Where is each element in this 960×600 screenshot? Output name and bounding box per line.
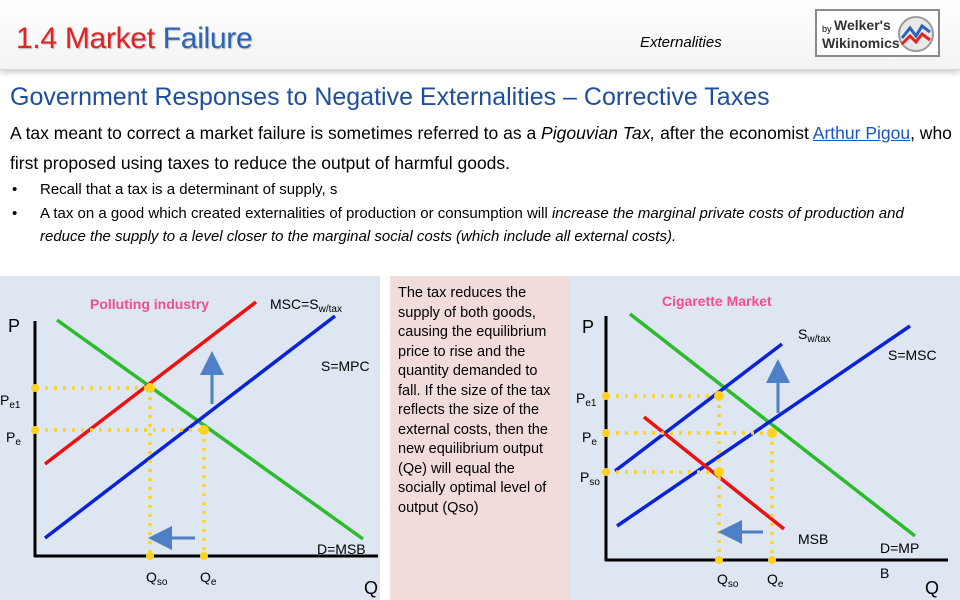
left-qe-sub: e	[211, 577, 217, 588]
left-equilibrium-tax	[145, 383, 155, 393]
right-graph-panel	[570, 276, 960, 600]
left-pe1-sub: e1	[9, 400, 21, 411]
right-pe1-sub: e1	[585, 398, 597, 409]
left-smpc-label: S=MPC	[321, 358, 370, 374]
right-sw-text: S	[798, 326, 807, 342]
left-qso-point	[146, 552, 154, 560]
right-pe-label: Pe	[582, 429, 597, 448]
right-d-label: D=MP B	[880, 540, 919, 581]
left-x-axis-label: Q	[364, 578, 378, 598]
cigarette-market-graph: Cigarette Market P Q Sw/tax S=MSC MSB D=…	[576, 293, 948, 598]
right-d-line1: D=MP	[880, 540, 919, 556]
left-equilibrium-original	[199, 425, 209, 435]
right-qe-sub: e	[778, 579, 784, 590]
right-supply-tax-curve	[613, 342, 784, 473]
right-qe-point	[768, 556, 776, 564]
slide-header: 1.4 Market Failure Externalities by Welk…	[0, 0, 960, 70]
right-pso-point	[602, 468, 610, 476]
right-qso-sub: so	[728, 579, 739, 590]
right-pe-sub: e	[591, 437, 597, 448]
right-d-line2: B	[880, 565, 889, 581]
left-d-label: D=MSB	[317, 541, 366, 557]
right-qso-label: Qso	[717, 571, 739, 590]
right-supply-msc-curve	[616, 324, 911, 528]
intro-text1: A tax meant to correct a market failure …	[10, 123, 542, 143]
intro-paragraph: A tax meant to correct a market failure …	[10, 118, 955, 178]
right-demand-curve	[628, 312, 917, 538]
left-pe-point	[31, 426, 39, 434]
right-pe1-point	[602, 392, 610, 400]
slide-title: 1.4 Market Failure	[16, 22, 253, 56]
slide-heading: Government Responses to Negative Externa…	[10, 83, 770, 111]
right-pe-text: P	[582, 429, 591, 445]
left-qso-text: Q	[146, 569, 157, 585]
intro-italic: Pigouvian Tax,	[541, 123, 656, 143]
left-demand-curve	[55, 318, 365, 541]
right-equilibrium-tax	[714, 391, 724, 401]
right-pso-label: Pso	[580, 469, 600, 488]
bullet-item: A tax on a good which created externalit…	[12, 202, 942, 249]
right-qe-text: Q	[767, 571, 778, 587]
logo-by: by	[822, 24, 832, 34]
left-msc-label: MSC=Sw/tax	[270, 296, 342, 315]
left-supply-mpc-curve	[43, 314, 337, 540]
tax-explanation-note: The tax reduces the supply of both goods…	[390, 276, 570, 600]
logo-line1: Welker's	[834, 17, 891, 33]
bullet-italic: increase the marginal private costs of p…	[40, 204, 904, 246]
right-sw-sub: w/tax	[806, 334, 830, 345]
wikinomics-logo: by Welker's Wikinomics	[815, 9, 940, 57]
logo-line2: Wikinomics	[822, 35, 900, 51]
left-pe1-label: Pe1	[0, 392, 21, 411]
left-qe-label: Qe	[200, 569, 217, 588]
right-qso-point	[715, 556, 723, 564]
left-pe1-text: P	[0, 392, 9, 408]
chart-logo-icon	[898, 16, 934, 52]
topic-label: Externalities	[640, 34, 722, 51]
left-msc-curve	[43, 300, 258, 466]
left-qso-sub: so	[157, 577, 168, 588]
right-msb-label: MSB	[798, 531, 828, 547]
left-qso-label: Qso	[146, 569, 168, 588]
right-pso-text: P	[580, 469, 589, 485]
right-pso-sub: so	[589, 477, 600, 488]
arthur-pigou-link[interactable]: Arthur Pigou	[812, 123, 911, 143]
left-pe-text: P	[6, 429, 15, 445]
right-sw-label: Sw/tax	[798, 326, 831, 345]
right-msb-curve	[642, 415, 786, 531]
left-y-axis-label: P	[8, 316, 20, 336]
left-graph-title: Polluting industry	[90, 296, 209, 312]
left-qe-text: Q	[200, 569, 211, 585]
left-msc-text: MSC=S	[270, 296, 319, 312]
bullet-text: A tax on a good which created externalit…	[40, 204, 552, 222]
right-pe1-text: P	[576, 390, 585, 406]
right-smsc-label: S=MSC	[888, 347, 937, 363]
polluting-industry-graph: Polluting industry P Q MSC=Sw/tax S=MPC …	[0, 296, 378, 598]
title-part2: Failure	[162, 22, 253, 55]
intro-text3: , who first proposed using taxes to redu…	[10, 123, 952, 173]
bullet-text: Recall that a tax is a determinant of su…	[40, 181, 338, 198]
right-qe-label: Qe	[767, 571, 784, 590]
intro-text2: after the economist	[655, 123, 813, 143]
right-social-optimum	[714, 467, 724, 477]
left-msc-sub: w/tax	[318, 304, 342, 315]
right-x-axis-label: Q	[925, 578, 939, 598]
right-pe-point	[602, 429, 610, 437]
left-qe-point	[200, 552, 208, 560]
left-pe-label: Pe	[6, 429, 21, 448]
bullet-list: Recall that a tax is a determinant of su…	[12, 178, 942, 249]
right-equilibrium-original	[767, 428, 777, 438]
bullet-item: Recall that a tax is a determinant of su…	[12, 178, 942, 202]
left-pe1-point	[31, 384, 39, 392]
right-graph-title: Cigarette Market	[662, 293, 772, 309]
left-pe-sub: e	[15, 437, 21, 448]
title-part1: 1.4 Market	[16, 22, 155, 55]
right-y-axis-label: P	[582, 317, 594, 337]
right-pe1-label: Pe1	[576, 390, 597, 409]
right-qso-text: Q	[717, 571, 728, 587]
